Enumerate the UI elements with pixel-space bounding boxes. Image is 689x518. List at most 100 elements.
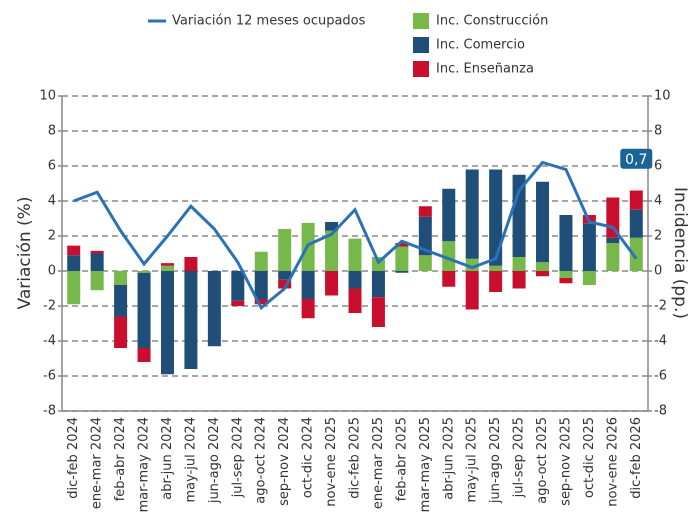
y-tick-label: 4: [48, 194, 56, 209]
bar-segment: [442, 271, 456, 287]
bar-segment: [418, 216, 432, 256]
bar-segment: [582, 271, 596, 285]
bar-segment: [254, 251, 268, 271]
bar-segment: [254, 299, 268, 305]
x-tick-label: jun-ago 2024: [207, 417, 222, 504]
bar-segment: [348, 238, 362, 271]
bar-segment: [231, 300, 245, 306]
legend-swatch: [413, 13, 429, 29]
bar-segment: [442, 188, 456, 242]
y-tick-label: -6: [43, 369, 56, 384]
bar-segment: [512, 257, 526, 271]
x-tick-label: nov-ene 2025: [324, 417, 339, 507]
x-tick-label: may-jul 2024: [183, 417, 198, 502]
bar-segment: [137, 272, 151, 348]
bar-segment: [371, 271, 385, 298]
bar-segment: [371, 297, 385, 327]
y2-tick-label: 0: [654, 264, 662, 279]
bar-segment: [278, 229, 292, 271]
bar-segment: [418, 255, 432, 271]
y2-tick-label: -6: [654, 369, 667, 384]
bar-segment: [489, 169, 503, 266]
x-tick-label: mar-may 2024: [137, 417, 152, 512]
bar-segment: [606, 237, 620, 243]
y-tick-label: 2: [48, 229, 56, 244]
bar-segment: [137, 348, 151, 362]
bar-segment: [489, 265, 503, 271]
bar-segment: [325, 230, 339, 271]
bar-segment: [301, 299, 315, 319]
y2-tick-label: -2: [654, 299, 667, 314]
y-tick-label: -2: [43, 299, 56, 314]
x-tick-label: dic-feb 2024: [66, 417, 81, 499]
bar-segment: [114, 285, 128, 317]
y-tick-label: -4: [43, 334, 56, 349]
bar-segment: [348, 271, 362, 289]
x-tick-label: abr-jun 2024: [160, 417, 175, 500]
bar-segment: [160, 271, 174, 375]
y2-axis-label: Incidencia (pp.): [670, 187, 689, 319]
bar-segment: [536, 181, 550, 263]
bar-segment: [395, 246, 409, 271]
bar-segment: [67, 271, 81, 305]
bar-segment: [489, 271, 503, 292]
bar-segment: [231, 271, 245, 301]
bar-segment: [418, 206, 432, 217]
bar-segment: [348, 288, 362, 313]
bar-segment: [629, 190, 643, 210]
y-tick-label: 8: [48, 124, 56, 139]
legend-label: Variación 12 meses ocupados: [172, 14, 366, 29]
bar-segment: [137, 271, 151, 273]
y-tick-label: 10: [39, 89, 56, 104]
legend-label: Inc. Construcción: [436, 14, 548, 29]
x-tick-label: ene-mar 2024: [90, 417, 105, 509]
bar-segment: [278, 271, 292, 280]
bar-segment: [465, 258, 479, 271]
bar-segment: [442, 241, 456, 271]
x-tick-label: sep-nov 2024: [277, 417, 292, 506]
y2-tick-label: 4: [654, 194, 662, 209]
legend-swatch: [413, 61, 429, 77]
bar-segment: [184, 271, 198, 369]
y2-tick-label: -4: [654, 334, 667, 349]
bar-segment: [395, 271, 409, 273]
bar-segment: [278, 279, 292, 289]
bar-segment: [90, 250, 104, 254]
bar-segment: [512, 271, 526, 289]
legend-label: Inc. Comercio: [436, 38, 525, 53]
y2-tick-label: 10: [654, 89, 671, 104]
bar-segment: [559, 278, 573, 284]
bar-segment: [559, 215, 573, 271]
x-tick-label: ene-mar 2025: [371, 417, 386, 509]
x-tick-label: mar-may 2025: [418, 417, 433, 512]
legend-label: Inc. Enseñanza: [436, 62, 534, 77]
y-axis-label: Variación (%): [15, 197, 35, 310]
bar-segment: [160, 265, 174, 271]
y-tick-label: -8: [43, 404, 56, 419]
bar-segment: [67, 255, 81, 271]
y-tick-label: 0: [48, 264, 56, 279]
x-tick-label: feb-abr 2024: [113, 417, 128, 501]
bar-segment: [559, 271, 573, 278]
bar-segment: [325, 222, 339, 231]
y2-tick-label: -8: [654, 404, 667, 419]
y-tick-label: 6: [48, 159, 56, 174]
bar-segment: [67, 245, 81, 256]
bar-segment: [606, 243, 620, 271]
label-box: [620, 148, 653, 169]
x-tick-label: jul-sep 2025: [512, 417, 527, 498]
x-tick-label: jul-sep 2024: [230, 417, 245, 498]
bar-segment: [184, 257, 198, 271]
data-label: 0,7: [625, 152, 647, 168]
line: [73, 160, 638, 311]
x-tick-label: abr-jun 2025: [441, 417, 456, 500]
x-tick-label: oct-dic 2024: [301, 417, 316, 498]
y2-tick-label: 6: [654, 159, 662, 174]
y2-tick-label: 2: [654, 229, 662, 244]
bar-segment: [582, 223, 596, 271]
bar-segment: [325, 271, 339, 296]
x-tick-label: may-jul 2025: [465, 417, 480, 502]
x-tick-label: dic-feb 2026: [629, 417, 644, 499]
x-tick-label: nov-ene 2026: [605, 417, 620, 507]
